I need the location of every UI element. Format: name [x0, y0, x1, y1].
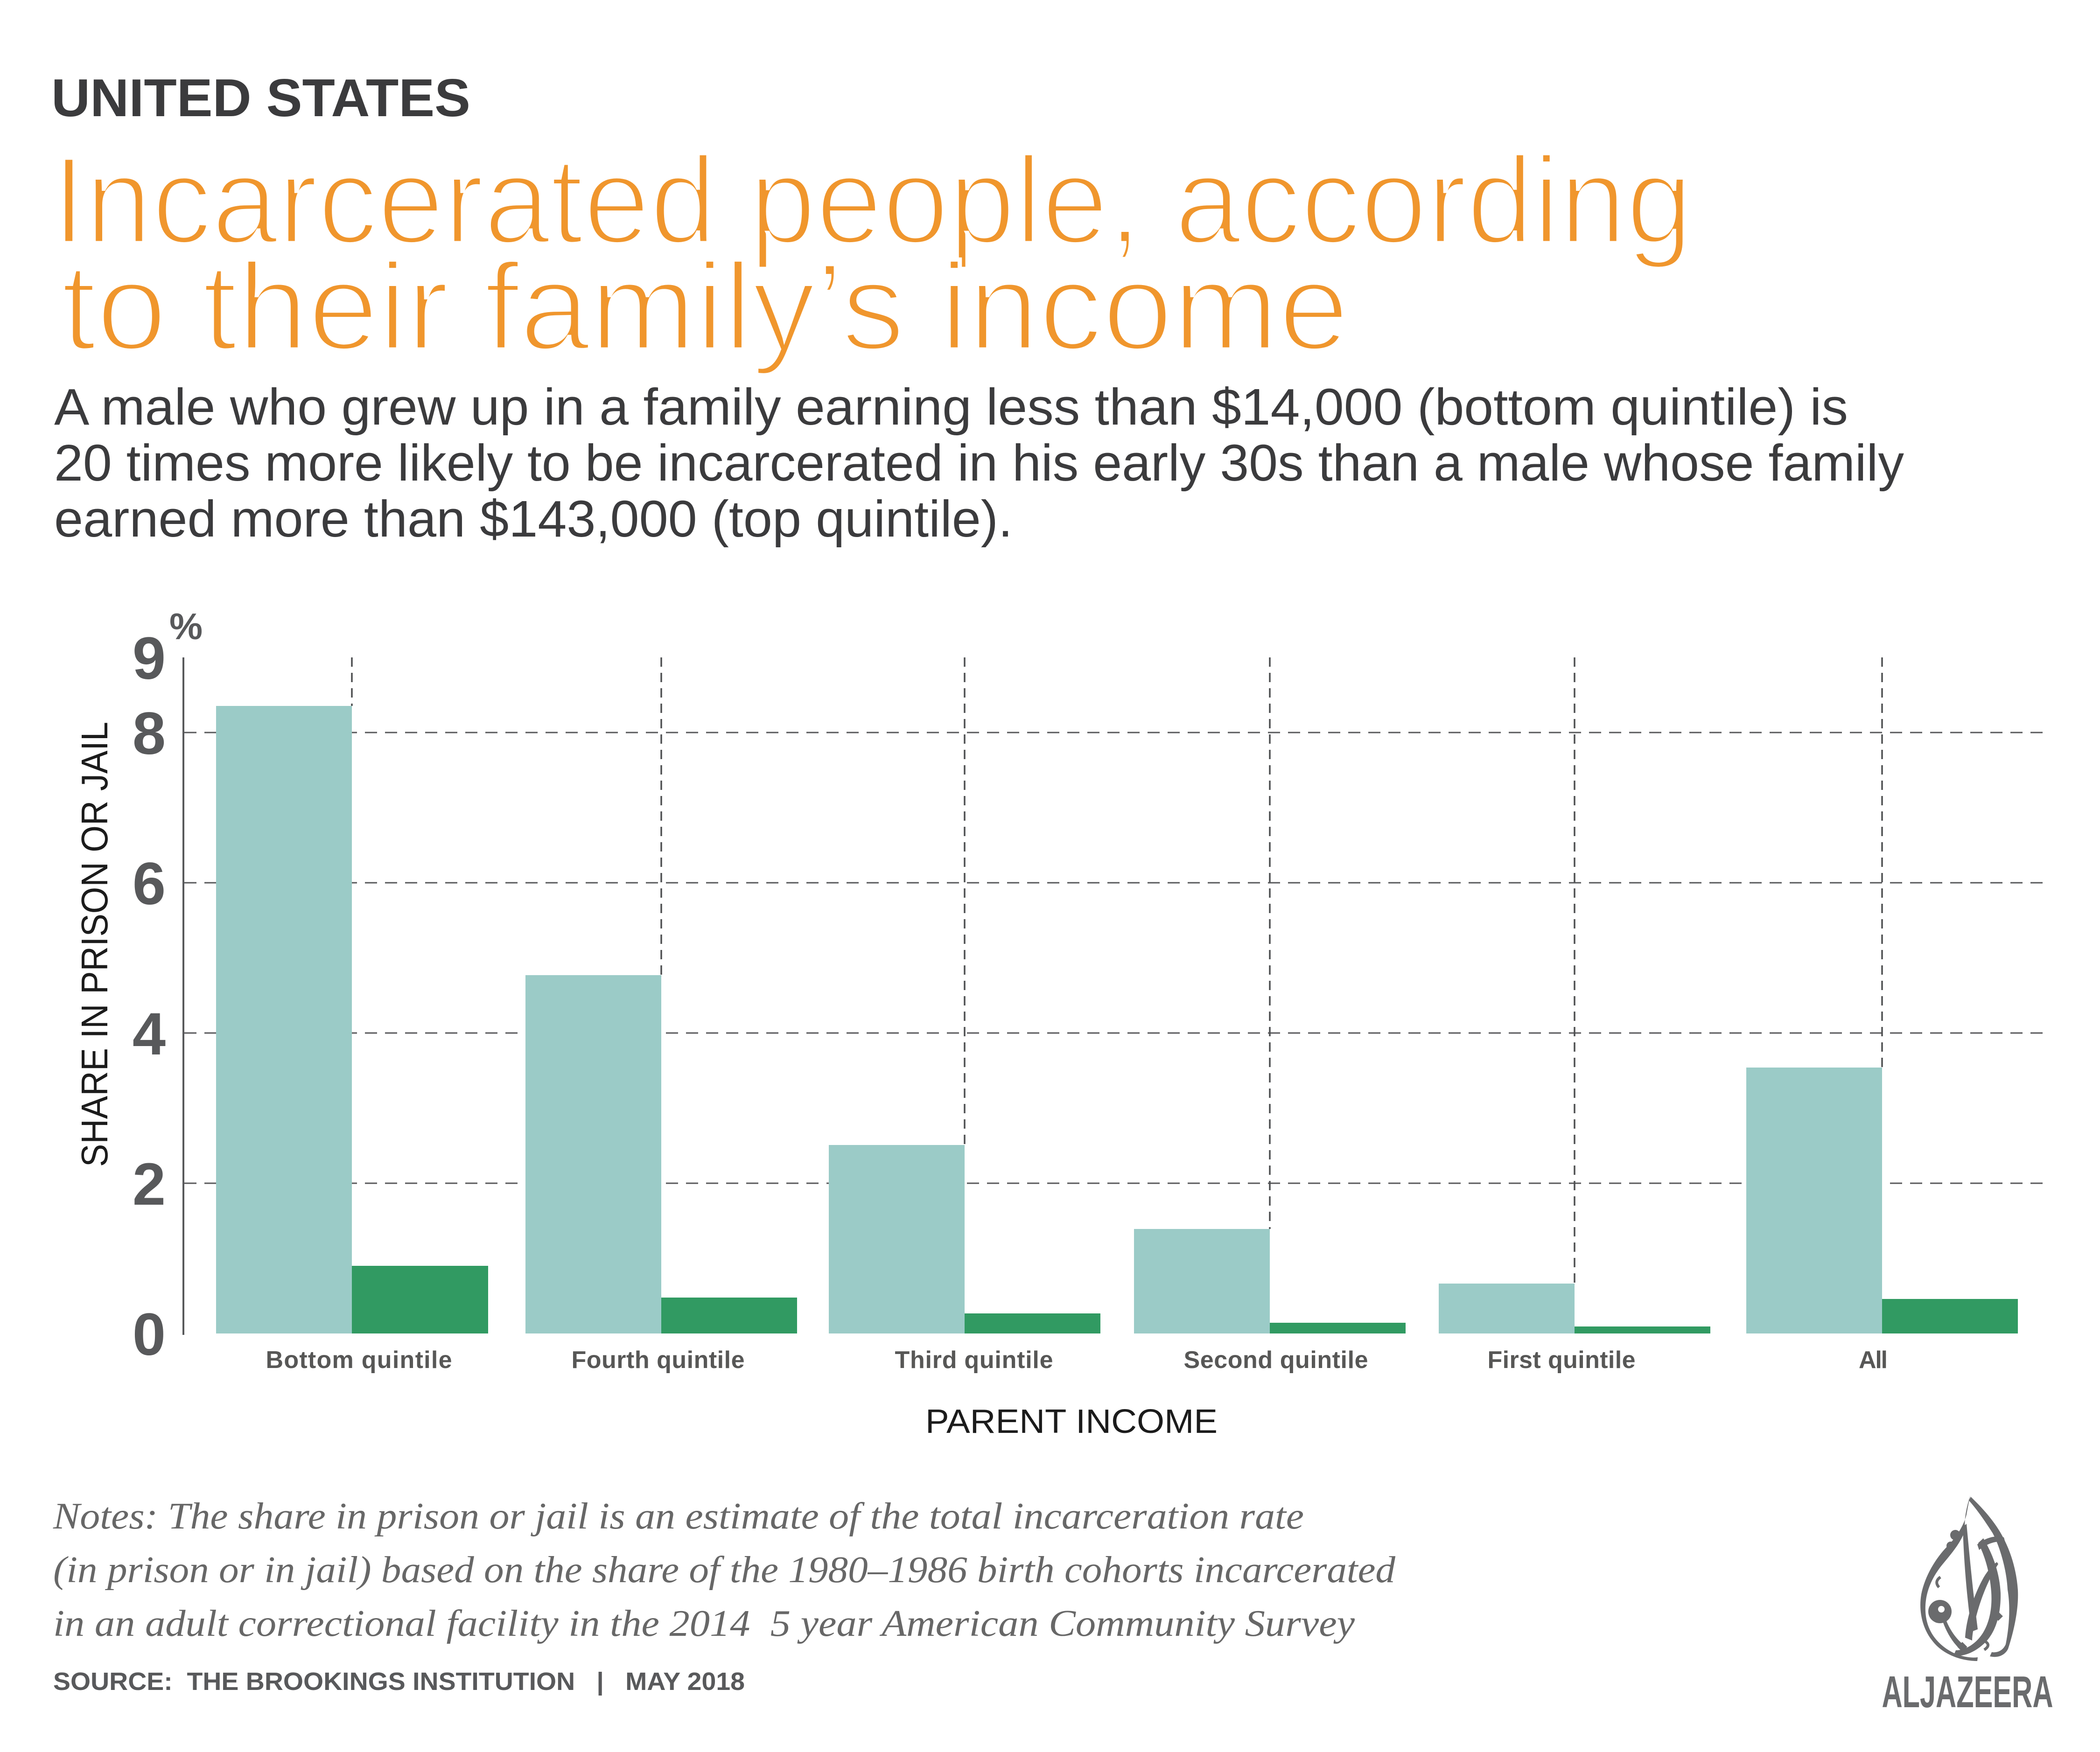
svg-text:Fourth quintile: Fourth quintile: [572, 1347, 745, 1374]
svg-text:6: 6: [133, 851, 166, 917]
svg-text:SHARE IN PRISON OR JAIL: SHARE IN PRISON OR JAIL: [74, 722, 115, 1167]
svg-text:4: 4: [133, 1001, 166, 1068]
svg-text:earned more than $143,000 (top: earned more than $143,000 (top quintile)…: [54, 490, 1013, 548]
svg-text:Third quintile: Third quintile: [895, 1347, 1053, 1374]
svg-text:PARENT INCOME: PARENT INCOME: [925, 1403, 1218, 1440]
svg-text:UNITED STATES: UNITED STATES: [51, 69, 470, 128]
svg-text:to their family’s income: to their family’s income: [61, 237, 1349, 377]
svg-text:All: All: [1859, 1347, 1888, 1374]
svg-text:A male who grew up in a family: A male who grew up in a family earning l…: [54, 378, 1848, 436]
svg-text:(in prison or in jail) based o: (in prison or in jail) based on the shar…: [53, 1550, 1396, 1591]
svg-text:Bottom quintile: Bottom quintile: [266, 1347, 452, 1374]
svg-text:Second quintile: Second quintile: [1184, 1347, 1368, 1374]
svg-text:8: 8: [133, 700, 166, 767]
svg-text:20 times more likely to be inc: 20 times more likely to be incarcerated …: [54, 434, 1904, 492]
svg-text:2: 2: [133, 1151, 166, 1218]
svg-text:%: %: [169, 606, 203, 647]
svg-text:First quintile: First quintile: [1488, 1347, 1636, 1374]
svg-text:0: 0: [133, 1301, 166, 1368]
svg-text:SOURCE: THE BROOKINGS INSTITU: SOURCE: THE BROOKINGS INSTITUTION | MAY …: [53, 1668, 745, 1696]
svg-text:9: 9: [133, 625, 166, 692]
svg-text:Notes: The share in prison or: Notes: The share in prison or jail is an…: [53, 1496, 1304, 1537]
svg-text:ALJAZEERA: ALJAZEERA: [1882, 1667, 2053, 1717]
svg-text:in an adult correctional facil: in an adult correctional facility in the…: [53, 1603, 1355, 1644]
svg-text:Incarcerated people, according: Incarcerated people, according: [52, 131, 1693, 270]
